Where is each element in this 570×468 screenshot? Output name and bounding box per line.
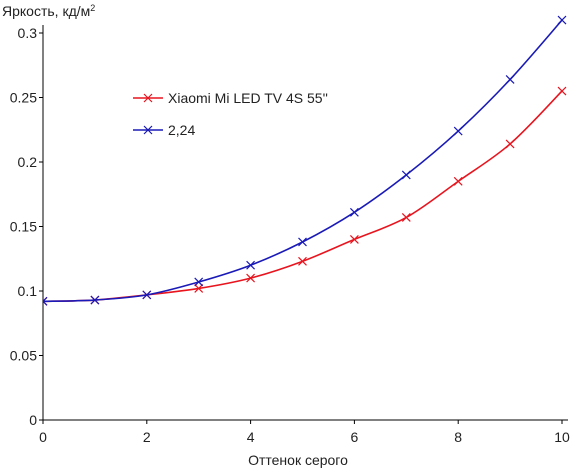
data-point <box>401 170 411 180</box>
legend-marker <box>143 93 153 103</box>
data-point <box>557 86 567 96</box>
y-tick-label: 0.25 <box>10 90 37 106</box>
legend-label: 2,24 <box>168 122 195 138</box>
legend-item: 2,24 <box>133 122 195 138</box>
data-point <box>90 295 100 305</box>
x-tick-label: 4 <box>247 429 255 445</box>
series-layer <box>43 15 567 306</box>
y-tick-label: 0.1 <box>18 283 38 299</box>
y-axis-title-superscript: 2 <box>90 3 95 13</box>
x-axis-title: Оттенок серого <box>248 452 348 468</box>
data-point <box>298 237 307 247</box>
data-point <box>557 15 567 25</box>
data-point <box>401 213 411 222</box>
data-point <box>505 75 515 84</box>
data-point <box>194 283 204 293</box>
data-point <box>246 260 256 270</box>
series-1 <box>43 86 567 306</box>
x-tick-label: 6 <box>351 429 359 445</box>
y-axis-title: Яркость, кд/м2 <box>2 3 95 19</box>
x-tick-label: 10 <box>554 429 570 445</box>
data-point <box>142 290 152 300</box>
data-point <box>43 296 48 306</box>
y-tick-label: 0.3 <box>18 25 38 41</box>
axes-group: 0 0.05 0.1 0.15 0.2 0.25 0.3 0 2 4 6 8 10 <box>10 25 570 445</box>
series-line <box>43 19 563 303</box>
series-2 <box>43 15 567 306</box>
y-tick-label: 0 <box>29 412 37 428</box>
x-tick-label: 2 <box>143 429 151 445</box>
data-point <box>505 139 515 149</box>
data-point <box>194 277 204 287</box>
data-point <box>298 256 307 266</box>
legend: Xiaomi Mi LED TV 4S 55'' 2,24 <box>133 90 328 138</box>
x-tick-label: 8 <box>454 429 462 445</box>
y-tick-label: 0.15 <box>10 219 37 235</box>
data-point <box>349 207 359 217</box>
y-axis-title-main: Яркость, кд/м <box>2 3 90 19</box>
y-tick-label: 0.05 <box>10 348 37 364</box>
x-tick-label: 0 <box>39 429 47 445</box>
data-point <box>246 273 256 283</box>
data-point <box>453 176 463 186</box>
data-point <box>349 234 359 244</box>
series-line <box>43 90 563 303</box>
y-tick-label: 0.2 <box>18 154 38 170</box>
legend-item: Xiaomi Mi LED TV 4S 55'' <box>133 90 328 106</box>
legend-label: Xiaomi Mi LED TV 4S 55'' <box>168 90 328 106</box>
legend-marker <box>143 125 153 135</box>
data-point <box>453 126 463 136</box>
